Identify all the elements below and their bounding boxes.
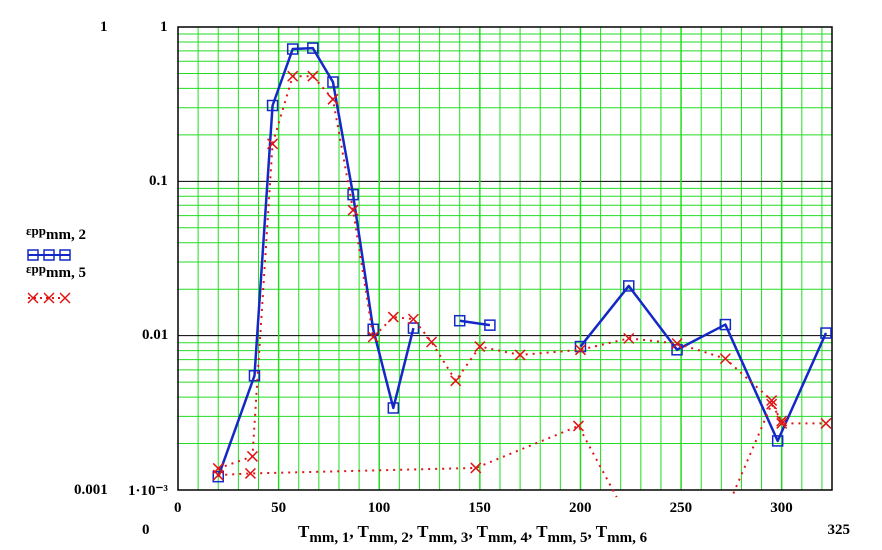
series-2-point (719, 353, 731, 365)
series-2-point (244, 467, 256, 479)
series-1-point (407, 322, 420, 334)
series-1-point (248, 369, 261, 382)
x-axis-label-symbol: T (417, 522, 429, 541)
x-axis-label-subscript: mm, 6 (607, 530, 648, 546)
series-2-line (218, 424, 618, 498)
series-1-line (579, 284, 828, 443)
series-1-point (820, 327, 832, 339)
series-2-point (426, 336, 438, 348)
x-axis-label-separator: , (408, 522, 418, 541)
x-axis-label-symbol: T (595, 522, 608, 541)
x-tick-label: 0 (174, 499, 182, 516)
y-tick-label: 1·10⁻³ (128, 482, 168, 499)
x-axis-label-symbol: T (536, 522, 548, 541)
series-1-point (266, 99, 279, 112)
series-layer (212, 42, 832, 498)
series-1-point (453, 314, 466, 327)
x-axis-label-subscript: mm, 1 (309, 530, 350, 546)
x-tick-label: 100 (367, 499, 391, 516)
series-2-point (776, 415, 788, 427)
legend (27, 249, 71, 304)
series-2-point (623, 332, 635, 344)
series-1-point (286, 43, 299, 55)
series-2-point (407, 313, 419, 325)
series-2-point (307, 70, 319, 82)
series-2-point (766, 394, 778, 407)
y-tick-label-outer: 0.001 (74, 481, 108, 498)
series-2-point (450, 375, 462, 387)
series-2-point (246, 450, 258, 462)
series-2-point (474, 341, 486, 353)
y-tick-label: 1 (160, 18, 168, 35)
series-1-point (212, 470, 224, 483)
legend-marker (43, 292, 55, 304)
x-range-label-left: 0 (142, 521, 150, 538)
legend-marker (59, 249, 71, 261)
series-2-line (732, 403, 783, 494)
series-2-point (287, 70, 299, 82)
series-1-point (771, 435, 784, 447)
legend-label-series-1: εppmm, 2 (26, 223, 87, 243)
series-2-point (367, 331, 379, 343)
y-tick-label: 0.01 (142, 327, 169, 344)
x-axis-label-subscript: mm, 4 (487, 530, 528, 546)
series-1-point (347, 188, 359, 201)
x-axis-label: Tmm, 1, Tmm, 2, Tmm, 3, Tmm, 4, Tmm, 5, … (298, 522, 647, 547)
x-axis-label-subscript: mm, 5 (547, 530, 588, 546)
x-axis-label-symbol: T (476, 522, 488, 541)
major-gridlines (178, 27, 832, 490)
series-2-point (574, 344, 586, 356)
series-1-line (217, 46, 415, 478)
x-axis-label-separator: , (468, 522, 477, 541)
series-2-point (766, 398, 778, 410)
legend-marker (27, 249, 39, 261)
y-tick-label-outer: 1 (100, 18, 108, 35)
series-1-point (484, 319, 496, 331)
series-1-point (623, 280, 635, 292)
series-2-point (327, 93, 339, 105)
x-axis-label-subscript: mm, 3 (428, 530, 469, 546)
x-axis-label-separator: , (349, 522, 358, 541)
plot-frame (177, 26, 833, 491)
series-1-point (327, 76, 339, 88)
x-axis-label-symbol: T (298, 522, 310, 541)
series-1-point (719, 318, 732, 331)
x-tick-label: 150 (468, 499, 491, 516)
legend-glyph-series-1 (27, 249, 71, 261)
series-2-point (671, 337, 683, 350)
x-axis-label-subscript: mm, 2 (368, 530, 409, 546)
legend-glyph-series-2 (27, 292, 71, 304)
series-2-point (470, 462, 482, 474)
series-2-point (347, 204, 359, 216)
series-2-point (776, 417, 788, 429)
x-tick-label: 250 (669, 499, 693, 516)
legend-label-series-2: εppmm, 5 (26, 261, 87, 281)
series-2-point (820, 417, 832, 429)
series-2-point (572, 420, 584, 432)
x-axis-label-separator: , (527, 522, 537, 541)
series-1 (212, 42, 832, 483)
series-1-point (387, 402, 400, 414)
legend-marker (43, 249, 55, 261)
series-2-point (387, 311, 399, 323)
x-tick-label: 200 (568, 499, 592, 516)
legend-marker (59, 292, 71, 304)
series-2-point (212, 469, 224, 481)
series-2 (212, 70, 832, 498)
x-tick-label: 300 (770, 499, 793, 516)
legend-marker (27, 292, 39, 304)
series-1-point (307, 42, 319, 54)
series-2-point (267, 138, 279, 150)
x-axis-label-symbol: T (357, 522, 369, 541)
y-tick-label: 0.1 (149, 172, 168, 189)
series-2-point (514, 349, 526, 361)
series-1-point (671, 344, 683, 356)
x-range-label-right: 325 (827, 521, 851, 538)
series-1-point (367, 323, 379, 336)
x-axis-label-separator: , (587, 522, 596, 541)
x-tick-label: 50 (271, 499, 287, 516)
minor-gridlines (178, 27, 832, 490)
series-1-point (574, 340, 587, 353)
